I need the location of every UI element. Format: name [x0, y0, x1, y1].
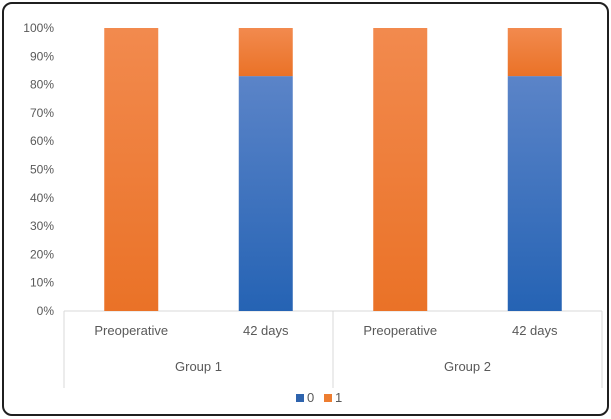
- x-category-label: Preoperative: [363, 323, 437, 338]
- bars: [104, 28, 562, 311]
- axes: 0% 10% 20% 30% 40% 50% 60% 70% 80% 90% 100%: [23, 21, 603, 388]
- y-tick-label: 10%: [30, 276, 54, 290]
- y-tick-label: 80%: [30, 78, 54, 92]
- stacked-bar-chart: 0% 10% 20% 30% 40% 50% 60% 70% 80% 90% 100% Preope…: [23, 21, 603, 405]
- y-tick-label: 100%: [23, 21, 54, 35]
- legend-label-0: 0: [307, 390, 314, 405]
- y-tick-label: 60%: [30, 134, 54, 148]
- y-tick-label: 30%: [30, 219, 54, 233]
- bar-1-3: [373, 28, 428, 311]
- y-tick-label: 40%: [30, 191, 54, 205]
- x-group-label: Group 1: [175, 359, 222, 374]
- bar-0-4: [507, 76, 562, 311]
- bar-1-4: [507, 28, 562, 77]
- category-labels: Preoperative 42 days Preoperative 42 days Gr…: [94, 323, 558, 374]
- bar-0-2: [238, 76, 293, 311]
- x-category-label: 42 days: [512, 323, 558, 338]
- legend-label-1: 1: [335, 390, 342, 405]
- y-tick-label: 0%: [37, 304, 55, 318]
- x-category-label: 42 days: [243, 323, 289, 338]
- y-tick-label: 70%: [30, 106, 54, 120]
- x-category-label: Preoperative: [94, 323, 168, 338]
- bar-1-1: [104, 28, 159, 311]
- y-tick-label: 90%: [30, 49, 54, 63]
- y-tick-label: 50%: [30, 163, 54, 177]
- x-group-label: Group 2: [444, 359, 491, 374]
- legend-swatch-0: [296, 394, 304, 402]
- bar-1-2: [238, 28, 293, 77]
- legend-swatch-1: [324, 394, 332, 402]
- y-tick-label: 20%: [30, 247, 54, 261]
